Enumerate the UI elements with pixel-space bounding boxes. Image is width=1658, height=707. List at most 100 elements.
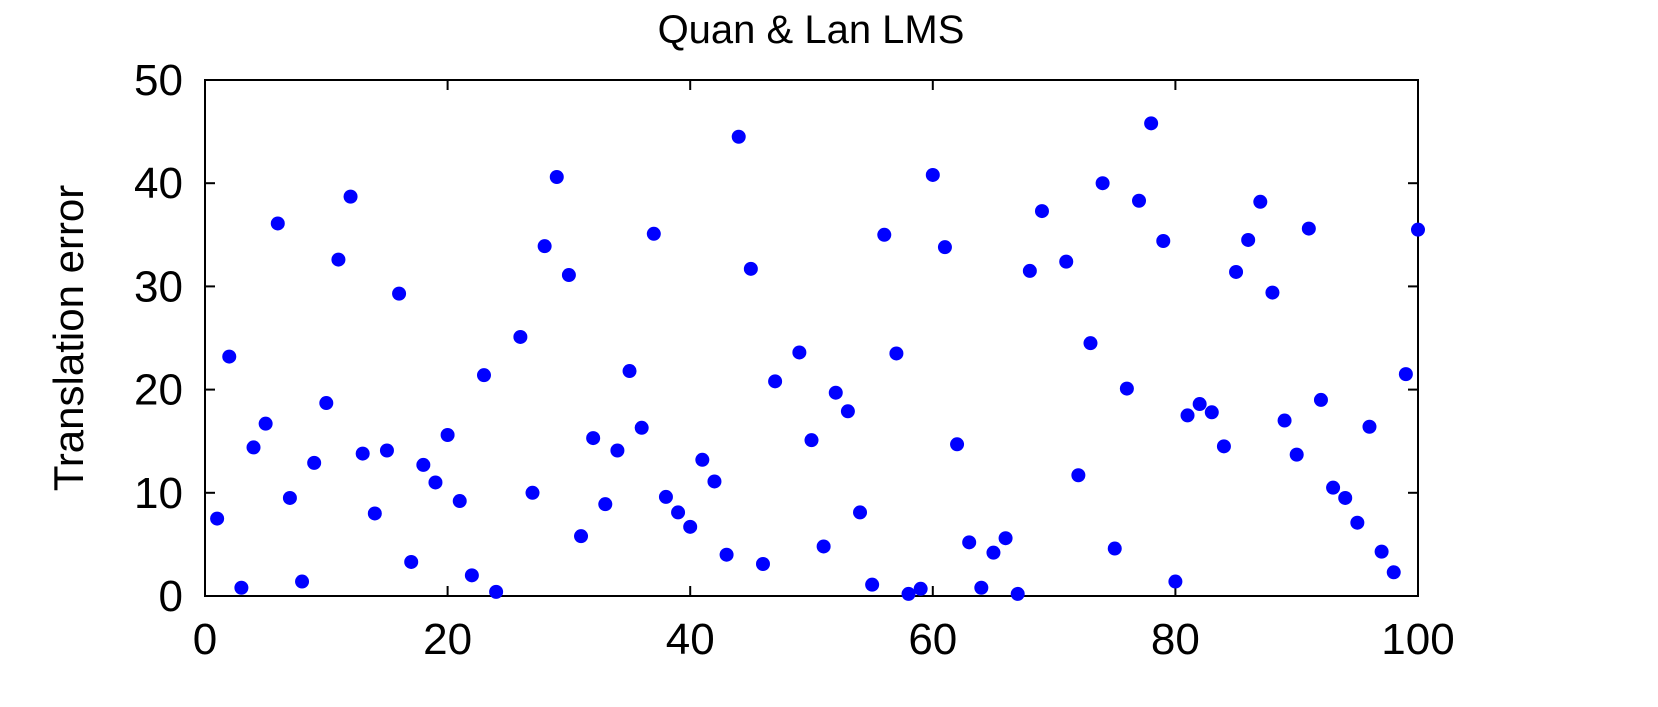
data-point [1229,264,1244,279]
y-tick-label: 0 [159,572,183,621]
x-tick-label: 80 [1151,615,1200,664]
data-point [1010,586,1025,601]
x-tick-labels: 0 20 40 60 80 100 [193,615,1455,664]
data-point [889,346,904,361]
y-tick-label: 40 [134,159,183,208]
data-point [1411,222,1425,237]
data-point [1083,336,1098,351]
data-point [355,446,370,461]
data-point [307,455,322,470]
data-point [1107,541,1122,556]
data-point [610,443,625,458]
data-point [671,505,686,520]
data-point [440,428,455,443]
data-point [1253,194,1268,209]
x-tick-label: 40 [666,615,715,664]
data-point [816,539,831,554]
data-point [367,506,382,521]
x-tick-label: 60 [908,615,957,664]
data-point [1022,263,1037,278]
data-point [743,261,758,276]
data-point [561,268,576,283]
data-point [622,364,637,379]
data-point [1192,397,1207,412]
data-point [707,474,722,489]
data-point [319,396,334,411]
data-point [755,557,770,572]
data-point [1216,439,1231,454]
data-points [210,116,1425,601]
data-point [258,416,273,431]
data-point [683,519,698,534]
data-point [1034,204,1049,219]
data-point [853,505,868,520]
data-point [476,368,491,383]
data-point [901,586,916,601]
data-point [1071,468,1086,483]
data-point [525,485,540,500]
data-point [1241,232,1256,247]
data-point [865,577,880,592]
data-point [962,535,977,550]
data-point [998,531,1013,546]
data-point [222,349,237,364]
chart-title: Quan & Lan LMS [658,8,965,52]
y-tick-label: 10 [134,469,183,518]
data-point [598,497,613,512]
data-point [1132,193,1147,208]
data-point [731,129,746,144]
data-point [246,440,261,455]
data-point [392,286,407,301]
data-point [1374,544,1389,559]
plot-frame [204,79,1419,597]
data-point [537,239,552,254]
data-point [986,545,1001,560]
data-point [1156,233,1171,248]
data-point [1277,413,1292,428]
x-tick-label: 100 [1381,615,1454,664]
data-point [950,437,965,452]
data-point [331,252,346,267]
data-point [634,420,649,435]
data-point [1326,480,1341,495]
data-point [404,554,419,569]
data-point [646,226,661,241]
data-point [295,574,310,589]
data-point [828,385,843,400]
data-point [428,475,443,490]
data-point [1362,419,1377,434]
data-point [416,457,431,472]
data-point [695,452,710,467]
data-point [768,374,783,389]
data-point [452,494,467,509]
y-tick-label: 50 [134,56,183,105]
data-point [913,581,928,596]
data-point [1265,285,1280,300]
data-point [804,433,819,448]
y-axis-label: Translation error [45,185,92,492]
data-point [343,189,358,204]
data-point [1168,574,1183,589]
data-point [1301,221,1316,236]
data-point [210,511,225,526]
data-point [1386,565,1401,580]
data-point [549,170,564,185]
data-point [877,227,892,242]
data-point [1204,405,1219,420]
x-tick-label: 0 [193,615,217,664]
data-point [1180,408,1195,423]
data-point [574,529,589,544]
data-point [1398,367,1413,382]
y-tick-label: 20 [134,366,183,415]
data-point [586,431,601,446]
data-point [1059,254,1074,269]
data-point [925,167,940,182]
data-point [234,580,249,595]
data-point [840,404,855,419]
data-point [489,584,504,599]
data-point [937,240,952,255]
data-point [792,345,807,360]
tick-marks [205,80,1418,596]
data-point [1119,381,1134,396]
